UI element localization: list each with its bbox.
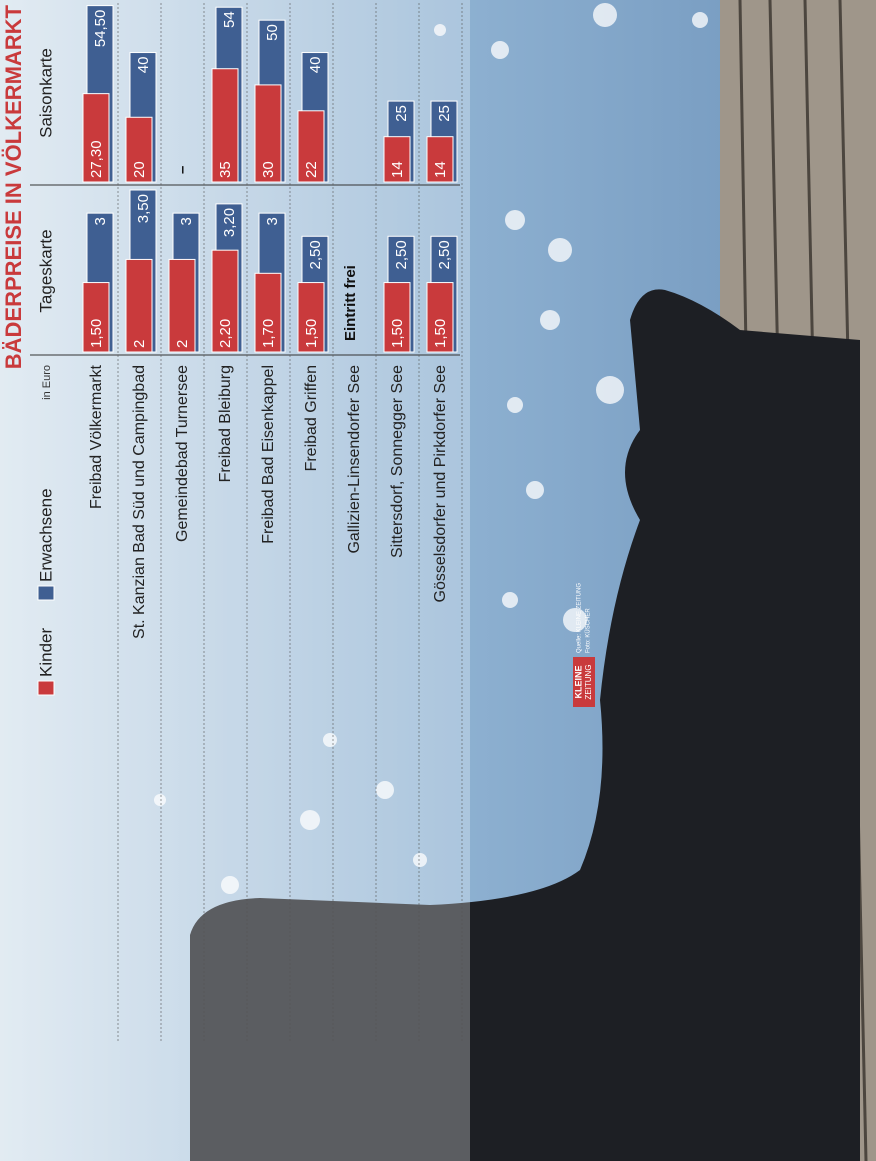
logo-text: KLEINE xyxy=(573,665,583,698)
category-label: Gallizien-Linsendorfer See xyxy=(346,365,363,554)
value-label: 30 xyxy=(260,161,277,178)
value-label: 50 xyxy=(264,24,281,41)
value-label: 27,30 xyxy=(88,140,105,178)
value-label: 14 xyxy=(432,161,449,178)
value-label: 25 xyxy=(393,105,410,122)
bar xyxy=(126,259,152,352)
value-label: 2,50 xyxy=(436,240,453,269)
value-label: 2,20 xyxy=(217,319,234,348)
value-label: 3 xyxy=(178,217,195,225)
page: BÄDERPREISE IN VÖLKERMARKT in Euro Eintr… xyxy=(0,0,876,1161)
source-text: Foto: KÜSCHER xyxy=(585,608,592,653)
value-label: 2 xyxy=(174,340,191,348)
legend-swatch xyxy=(38,586,54,600)
value-label: 40 xyxy=(135,57,152,74)
value-label: 40 xyxy=(307,57,324,74)
category-label: St. Kanzian Bad Süd und Campingbad xyxy=(131,365,148,639)
value-label: 54,50 xyxy=(92,10,109,48)
value-label: 20 xyxy=(131,161,148,178)
value-label: 2,50 xyxy=(393,240,410,269)
value-label: 1,50 xyxy=(432,319,449,348)
annotation: Eintritt frei xyxy=(342,265,359,341)
category-label: Gösselsdorfer und Pirkdorfer See xyxy=(432,365,449,603)
value-label: 1,50 xyxy=(88,319,105,348)
bar xyxy=(169,259,195,352)
category-label: Freibad Griffen xyxy=(303,365,320,471)
value-label: 3 xyxy=(92,217,109,225)
source-text: Quelle: KLEINE ZEITUNG xyxy=(577,583,583,653)
category-label: Freibad Völkermarkt xyxy=(88,364,105,509)
chart-title: BÄDERPREISE IN VÖLKERMARKT xyxy=(1,4,26,369)
value-label: 22 xyxy=(303,161,320,178)
value-label: 14 xyxy=(389,161,406,178)
logo-text: ZEITUNG xyxy=(584,664,593,699)
value-label: 1,50 xyxy=(389,319,406,348)
value-label: 35 xyxy=(217,161,234,178)
value-label: 3 xyxy=(264,217,281,225)
category-label: Sittersdorf, Sonnegger See xyxy=(389,365,406,558)
unit-label: in Euro xyxy=(41,365,53,400)
category-label: Freibad Bad Eisenkappel xyxy=(260,365,277,544)
value-label: 25 xyxy=(436,105,453,122)
value-label: 3,20 xyxy=(221,208,238,237)
value-label: – xyxy=(174,166,191,174)
panel-title: Tageskarte xyxy=(36,229,55,312)
category-label: Gemeindebad Turnersee xyxy=(174,365,191,542)
legend-label: Kinder xyxy=(36,628,55,677)
value-label: 2,50 xyxy=(307,240,324,269)
value-label: 2 xyxy=(131,340,148,348)
value-label: 54 xyxy=(221,11,238,28)
value-label: 3,50 xyxy=(135,194,152,223)
category-label: Freibad Bleiburg xyxy=(217,365,234,482)
legend-swatch xyxy=(38,681,54,695)
panel-title: Saisonkarte xyxy=(36,48,55,138)
infographic: BÄDERPREISE IN VÖLKERMARKT in Euro Eintr… xyxy=(0,0,876,1161)
value-label: 1,50 xyxy=(303,319,320,348)
legend-label: Erwachsene xyxy=(36,488,55,582)
value-label: 1,70 xyxy=(260,319,277,348)
